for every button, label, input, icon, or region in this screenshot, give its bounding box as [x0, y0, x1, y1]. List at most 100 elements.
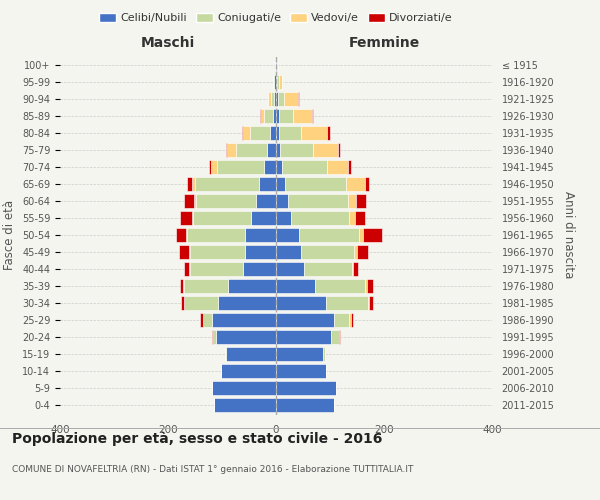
Text: Femmine: Femmine [349, 36, 419, 50]
Bar [298, 92, 299, 106]
Bar [218, 296, 276, 310]
Bar [290, 211, 349, 225]
Bar [356, 194, 366, 208]
Bar [346, 177, 365, 192]
Bar [212, 312, 276, 327]
Bar [268, 92, 271, 106]
Bar [278, 75, 282, 90]
Bar [183, 278, 184, 293]
Bar [339, 330, 340, 344]
Bar [259, 177, 276, 192]
Bar [278, 126, 301, 140]
Bar [331, 330, 339, 344]
Bar [184, 278, 229, 293]
Bar [276, 126, 278, 140]
Bar [180, 211, 192, 225]
Bar [184, 296, 218, 310]
Bar [276, 58, 277, 72]
Bar [275, 58, 276, 72]
Bar [226, 346, 276, 361]
Y-axis label: Anni di nascita: Anni di nascita [562, 192, 575, 278]
Bar [288, 194, 349, 208]
Bar [196, 194, 256, 208]
Bar [277, 58, 278, 72]
Bar [276, 92, 278, 106]
Bar [184, 262, 188, 276]
Bar [251, 211, 276, 225]
Bar [276, 262, 304, 276]
Bar [209, 160, 211, 174]
Bar [245, 245, 276, 259]
Bar [214, 398, 276, 412]
Bar [261, 109, 264, 124]
Bar [276, 330, 331, 344]
Bar [327, 160, 349, 174]
Bar [187, 177, 193, 192]
Bar [353, 262, 358, 276]
Bar [276, 143, 280, 158]
Bar [276, 296, 326, 310]
Bar [285, 177, 346, 192]
Legend: Celibi/Nubili, Coniugati/e, Vedovi/e, Divorziati/e: Celibi/Nubili, Coniugati/e, Vedovi/e, Di… [95, 8, 457, 28]
Bar [284, 92, 298, 106]
Bar [278, 92, 284, 106]
Bar [260, 109, 261, 124]
Bar [355, 211, 365, 225]
Bar [194, 194, 196, 208]
Bar [200, 312, 203, 327]
Bar [315, 278, 365, 293]
Bar [365, 278, 367, 293]
Bar [276, 346, 323, 361]
Bar [195, 177, 259, 192]
Bar [212, 380, 276, 395]
Bar [203, 312, 212, 327]
Bar [181, 296, 184, 310]
Bar [276, 160, 283, 174]
Bar [326, 296, 368, 310]
Bar [235, 143, 267, 158]
Bar [349, 194, 356, 208]
Bar [184, 194, 194, 208]
Bar [217, 160, 264, 174]
Bar [299, 228, 359, 242]
Bar [212, 330, 213, 344]
Bar [368, 296, 369, 310]
Bar [350, 312, 353, 327]
Bar [221, 364, 276, 378]
Bar [179, 245, 188, 259]
Bar [328, 126, 330, 140]
Bar [301, 126, 328, 140]
Bar [276, 177, 285, 192]
Bar [276, 364, 326, 378]
Bar [323, 346, 325, 361]
Bar [264, 109, 273, 124]
Bar [276, 194, 288, 208]
Bar [278, 109, 293, 124]
Bar [188, 245, 190, 259]
Bar [367, 278, 373, 293]
Bar [301, 245, 354, 259]
Bar [276, 278, 315, 293]
Bar [283, 160, 327, 174]
Bar [352, 262, 353, 276]
Bar [349, 312, 350, 327]
Bar [176, 228, 187, 242]
Bar [274, 75, 276, 90]
Bar [349, 160, 351, 174]
Bar [357, 245, 368, 259]
Bar [313, 143, 338, 158]
Bar [225, 346, 226, 361]
Bar [188, 262, 190, 276]
Bar [193, 177, 195, 192]
Bar [264, 160, 276, 174]
Bar [365, 177, 369, 192]
Bar [192, 211, 193, 225]
Bar [181, 278, 183, 293]
Bar [276, 75, 277, 90]
Bar [276, 211, 290, 225]
Bar [242, 262, 276, 276]
Bar [227, 143, 235, 158]
Bar [276, 380, 337, 395]
Bar [271, 92, 274, 106]
Bar [354, 245, 357, 259]
